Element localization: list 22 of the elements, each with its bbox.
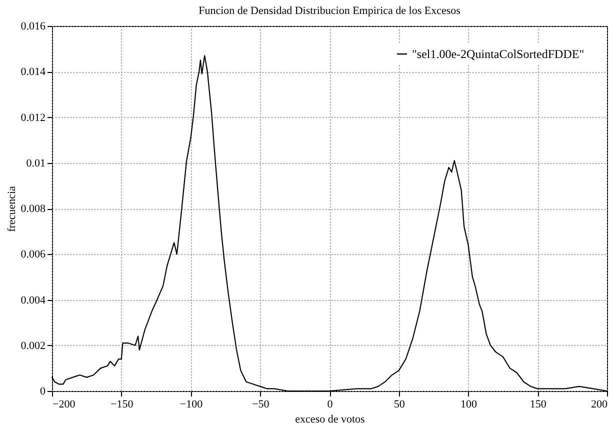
chart-title: Funcion de Densidad Distribucion Empirica de los Excesos bbox=[198, 5, 460, 17]
x-tick-label: 50 bbox=[394, 398, 406, 410]
x-tick-label: 0 bbox=[327, 398, 334, 410]
x-tick-label: 100 bbox=[460, 398, 478, 410]
x-tick-label: −100 bbox=[180, 398, 204, 410]
y-tick-label: 0.012 bbox=[20, 112, 46, 124]
legend-label: "sel1.00e-2QuintaColSortedFDDE" bbox=[412, 47, 584, 61]
x-tick-label: −150 bbox=[110, 398, 134, 410]
y-tick-label: 0.016 bbox=[20, 20, 46, 32]
y-tick-label: 0.006 bbox=[20, 248, 46, 261]
x-tick-label: 150 bbox=[530, 398, 547, 410]
y-tick-label: 0.002 bbox=[20, 340, 46, 352]
x-tick-label: −50 bbox=[252, 398, 270, 410]
y-tick-label: 0.004 bbox=[20, 294, 46, 306]
x-axis-title: exceso de votos bbox=[295, 414, 365, 426]
x-tick-label: −200 bbox=[52, 398, 76, 410]
y-tick-label: 0.014 bbox=[20, 66, 46, 78]
x-tick-label: 200 bbox=[591, 398, 608, 410]
y-tick-label: 0.01 bbox=[26, 157, 46, 170]
y-tick-label: 0 bbox=[40, 386, 46, 398]
y-axis-title: frecuencia bbox=[6, 186, 18, 232]
y-tick-label: 0.008 bbox=[20, 203, 46, 215]
